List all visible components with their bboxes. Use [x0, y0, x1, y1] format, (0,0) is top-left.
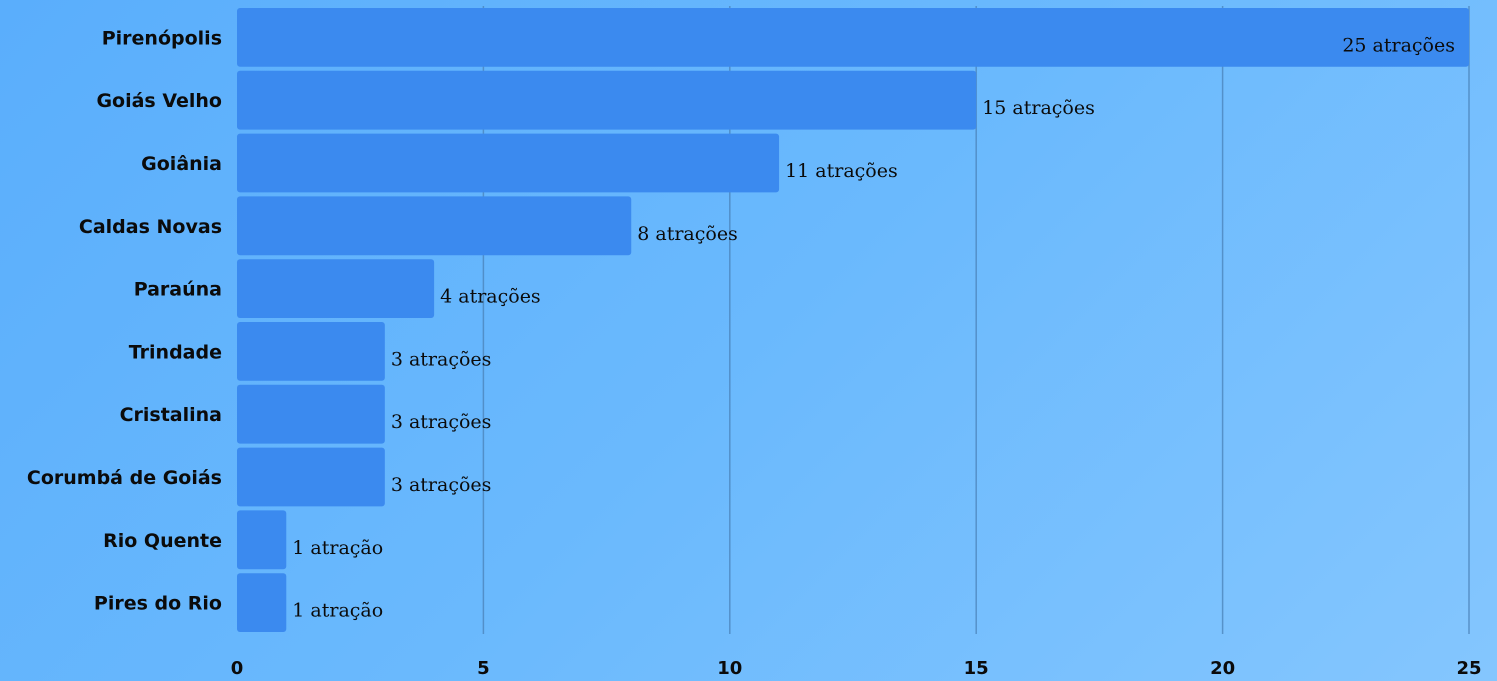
- category-label-6: Cristalina: [120, 404, 222, 426]
- data-label-1: 15 atrações: [982, 97, 1095, 119]
- data-label-4: 4 atrações: [440, 286, 541, 308]
- x-tick-label-10: 10: [717, 658, 742, 679]
- data-label-0: 25 atrações: [1342, 34, 1455, 56]
- data-label-2: 11 atrações: [785, 160, 898, 182]
- category-label-9: Pires do Rio: [94, 593, 222, 615]
- category-label-4: Paraúna: [134, 279, 222, 301]
- bar-8: [237, 510, 287, 570]
- category-label-1: Goiás Velho: [96, 90, 222, 112]
- bar-6: [237, 384, 385, 444]
- category-label-2: Goiânia: [141, 153, 222, 175]
- bar-layer: [237, 8, 1469, 632]
- data-label-9: 1 atração: [292, 600, 383, 622]
- bar-4: [237, 259, 435, 318]
- bar-1: [237, 70, 977, 130]
- label-layer: 0 5 10 15 20 25 Pirenópolis 25 atrações Goiás Ve…: [27, 27, 1482, 679]
- bar-0: [237, 8, 1469, 67]
- x-tick-label-15: 15: [964, 658, 989, 679]
- bar-3: [237, 196, 632, 256]
- bar-7: [237, 447, 385, 507]
- x-tick-label-20: 20: [1210, 658, 1235, 679]
- bar-9: [237, 573, 287, 632]
- bar-2: [237, 133, 780, 193]
- data-label-7: 3 atrações: [391, 474, 492, 496]
- data-label-6: 3 atrações: [391, 411, 492, 433]
- x-tick-label-25: 25: [1456, 658, 1481, 679]
- category-label-5: Trindade: [129, 341, 222, 363]
- category-label-8: Rio Quente: [103, 530, 222, 552]
- category-label-7: Corumbá de Goiás: [27, 467, 222, 489]
- data-label-8: 1 atração: [292, 537, 383, 559]
- bar-5: [237, 322, 385, 381]
- data-label-5: 3 atrações: [391, 348, 492, 370]
- x-tick-label-0: 0: [231, 658, 244, 679]
- data-label-3: 8 atrações: [637, 223, 738, 245]
- category-label-0: Pirenópolis: [102, 27, 222, 49]
- x-tick-label-5: 5: [477, 658, 490, 679]
- category-label-3: Caldas Novas: [79, 216, 222, 238]
